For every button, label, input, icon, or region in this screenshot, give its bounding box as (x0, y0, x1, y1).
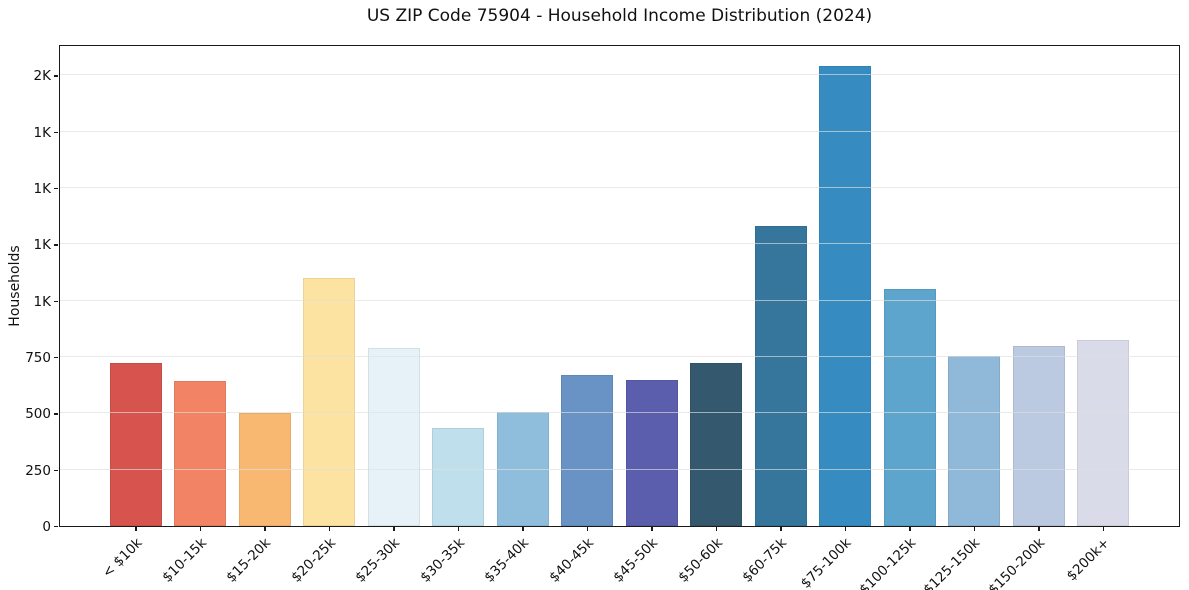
y-tick-mark (54, 300, 58, 302)
x-tick-mark (522, 527, 524, 531)
x-tick-label: $200k+ (1063, 535, 1113, 585)
x-tick-label: $150-200k (985, 535, 1049, 590)
y-tick-label: 2K (33, 68, 51, 85)
y-tick-label: 1K (33, 124, 51, 141)
x-tick-label: $75-100k (797, 535, 855, 590)
x-tick-mark (909, 527, 911, 531)
x-tick-label: $125-150k (920, 535, 984, 590)
y-tick-label: 1K (33, 180, 51, 197)
x-tick-label: $60-75k (739, 535, 791, 586)
x-tick-mark (1038, 527, 1040, 531)
x-tick-mark (264, 527, 266, 531)
chart-title: US ZIP Code 75904 - Household Income Dis… (366, 6, 873, 26)
x-tick-label: $45-50k (610, 535, 662, 586)
y-tick-label: 1K (33, 293, 51, 310)
y-tick-label: 0 (42, 519, 51, 535)
x-tick-mark (715, 527, 718, 531)
y-tick-label: 1K (33, 237, 51, 254)
x-tick-mark (393, 527, 395, 531)
x-tick-label: $25-30k (352, 535, 404, 586)
gridline-750 (60, 356, 1179, 357)
gridline-250 (60, 468, 1179, 470)
x-tick-label: $40-45k (545, 535, 597, 586)
bar-$50-60k (690, 362, 743, 526)
bar-$150-200k (1012, 345, 1065, 526)
bar-$10-15k (174, 380, 227, 526)
bar-$125-150k (948, 355, 1001, 526)
y-tick-label: 750 (25, 349, 51, 366)
x-tick-mark (844, 527, 847, 531)
x-tick-mark (135, 527, 137, 531)
gridline-1250 (60, 243, 1179, 245)
y-tick-mark (54, 244, 58, 246)
bar-$45-50k (625, 379, 678, 526)
y-axis-label: Households (7, 245, 23, 327)
gridline-2000 (60, 74, 1179, 76)
gridline-1750 (60, 130, 1179, 132)
gridline-500 (60, 412, 1179, 414)
y-tick-mark (54, 413, 58, 415)
bar-$75-100k (819, 66, 872, 526)
bar-$40-45k (561, 375, 614, 526)
x-tick-mark (199, 527, 202, 531)
x-tick-mark (651, 527, 653, 531)
x-tick-mark (1102, 527, 1105, 531)
y-tick-mark (54, 187, 58, 190)
bar-$30-35k (432, 427, 485, 526)
x-tick-label: $35-40k (481, 535, 533, 586)
bar-$20-25k (303, 278, 356, 526)
y-tick-mark (54, 131, 58, 133)
x-tick-label: $30-35k (416, 535, 468, 586)
x-tick-label: $20-25k (287, 535, 339, 586)
bar-$15-20k (238, 413, 291, 526)
x-tick-label: $100-125k (856, 535, 920, 590)
y-tick-mark (54, 356, 58, 359)
plot-area (59, 45, 1180, 527)
x-tick-label: $10-15k (158, 535, 210, 586)
y-tick-mark (54, 469, 58, 471)
y-tick-mark (54, 526, 58, 528)
y-tick-label: 250 (25, 462, 51, 479)
x-tick-label: $15-20k (223, 535, 275, 586)
x-tick-label: $50-60k (674, 535, 726, 586)
x-tick-mark (586, 527, 589, 531)
x-tick-mark (328, 527, 331, 531)
x-tick-mark (457, 527, 460, 531)
y-tick-label: 500 (25, 406, 51, 423)
gridline-1000 (60, 299, 1179, 301)
bar-$100-125k (883, 289, 936, 526)
bar-$60-75k (754, 226, 807, 526)
x-tick-mark (780, 527, 782, 531)
bar-$25-30k (367, 347, 420, 526)
bar-$200k+ (1077, 340, 1130, 526)
bar-< $10k (109, 362, 162, 526)
gridline-1500 (60, 187, 1179, 188)
x-tick-mark (973, 527, 976, 531)
x-tick-label: < $10k (98, 535, 146, 582)
y-tick-mark (54, 75, 58, 77)
